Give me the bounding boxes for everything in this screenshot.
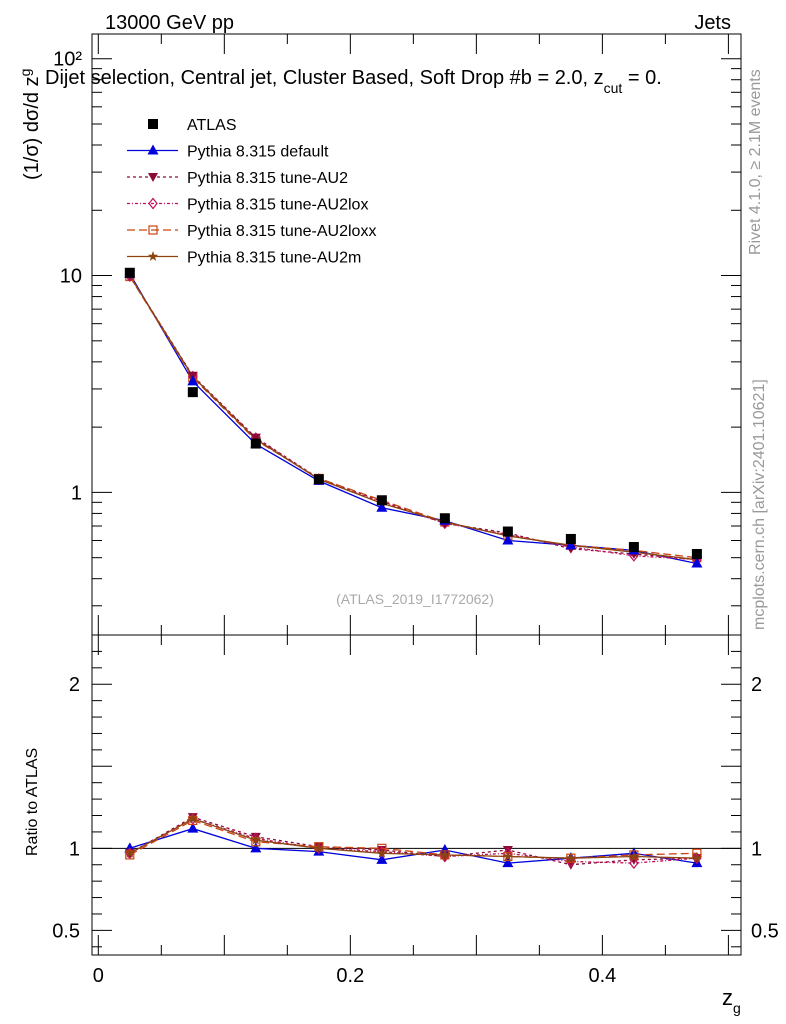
point-data — [691, 548, 702, 559]
ratio-point-au2m — [313, 842, 325, 853]
series-line-au2lox — [129, 275, 697, 561]
point-data — [565, 533, 576, 544]
legend-marker-au2 — [148, 173, 158, 182]
mcplots-label: mcplots.cern.ch [arXiv:2401.10621] — [751, 379, 768, 630]
legend-marker-au2loxx — [148, 225, 158, 235]
rivet-version-label: Rivet 4.1.0, ≥ 2.1M events — [747, 69, 764, 255]
ratio-point-default — [376, 853, 388, 864]
header-right: Jets — [694, 12, 731, 34]
legend-marker-data — [148, 119, 158, 129]
point-default — [187, 375, 199, 386]
ratio-y-tick-label: 1 — [69, 838, 80, 860]
ratio-point-au2m — [376, 847, 388, 858]
x-tick-label: 0 — [93, 965, 104, 987]
ratio-point-au2 — [628, 855, 639, 865]
legend: ATLAS Pythia 8.315 default Pythia 8.315 tu… — [127, 117, 376, 267]
legend-marker-au2lox — [148, 197, 158, 210]
ratio-point-au2m — [502, 851, 514, 861]
ratio-plot-frame — [91, 634, 742, 956]
main-y-axis-label: (1/σ) dσ/d zg — [17, 69, 43, 180]
ratio-point-default — [502, 857, 514, 868]
legend-label-au2loxx: Pythia 8.315 tune-AU2loxx — [187, 223, 376, 240]
point-data — [250, 438, 261, 449]
ratio-point-default — [187, 822, 199, 833]
series-line-au2 — [129, 275, 697, 561]
legend-marker-default — [147, 144, 159, 155]
ratio-point-au2m — [250, 834, 262, 845]
ratio-point-au2m — [628, 851, 640, 861]
ratio-point-au2m — [124, 847, 135, 858]
main-y-tick-label: 1 — [71, 482, 82, 504]
ratio-point-au2lox — [377, 845, 387, 858]
point-data — [502, 526, 513, 537]
ratio-y-tick-label-right: 2 — [751, 674, 762, 696]
main-axis-ticks: 1 10 10² — [53, 49, 741, 607]
legend-marker-au2m — [147, 251, 159, 261]
header-left: 13000 GeV pp — [105, 12, 234, 34]
x-axis-ticks: 0 0.2 0.4 — [93, 34, 729, 987]
ratio-line-default — [129, 827, 697, 864]
ratio-series-group — [124, 812, 703, 870]
legend-label-au2lox: Pythia 8.315 tune-AU2lox — [187, 197, 368, 214]
ratio-point-au2m — [565, 852, 577, 863]
ratio-point-au2lox — [566, 855, 576, 868]
series-line-default — [129, 273, 698, 565]
plot-subtitle: Dijet selection, Central jet, Cluster Ba… — [45, 67, 662, 96]
ratio-point-au2lox — [251, 832, 261, 845]
main-series-group — [124, 267, 703, 568]
ratio-line-au2m — [129, 818, 697, 859]
legend-label-data: ATLAS — [187, 117, 237, 134]
point-default — [376, 501, 388, 512]
ratio-y-axis-label: Ratio to ATLAS — [24, 748, 41, 856]
ratio-line-au2loxx — [129, 819, 697, 859]
point-data — [628, 542, 639, 553]
point-data — [439, 513, 450, 524]
point-default — [565, 539, 577, 550]
ratio-point-au2m — [439, 849, 451, 860]
series-line-au2m — [129, 275, 697, 561]
ratio-y-tick-label-right: 1 — [751, 838, 762, 860]
main-y-tick-label: 10² — [53, 49, 82, 71]
ratio-y-tick-label: 0.5 — [52, 920, 80, 942]
ratio-point-au2m — [187, 813, 198, 824]
point-data — [376, 495, 387, 506]
ratio-point-default — [250, 842, 262, 853]
point-data — [313, 474, 324, 485]
series-line-au2loxx — [129, 276, 697, 559]
ratio-line-au2 — [129, 816, 697, 866]
ratio-point-au2m — [691, 852, 703, 863]
ratio-y-tick-label: 2 — [69, 674, 80, 696]
ratio-axis-ticks: 0.5 0.5 1 1 2 2 — [52, 650, 779, 948]
x-tick-label: 0.2 — [336, 965, 364, 987]
ratio-point-au2 — [502, 845, 513, 855]
main-y-tick-label: 10 — [60, 266, 82, 288]
point-data — [187, 387, 198, 398]
x-axis-label: zg — [722, 985, 741, 1016]
legend-label-au2m: Pythia 8.315 tune-AU2m — [187, 250, 361, 267]
legend-label-default: Pythia 8.315 default — [187, 144, 329, 161]
point-default — [691, 557, 703, 568]
ratio-y-tick-label-right: 0.5 — [751, 920, 779, 942]
ratio-point-au2lox — [629, 857, 639, 870]
legend-label-au2: Pythia 8.315 tune-AU2 — [187, 170, 348, 187]
x-tick-label: 0.4 — [588, 965, 616, 987]
point-au2 — [250, 433, 261, 443]
point-default — [502, 534, 514, 545]
analysis-watermark: (ATLAS_2019_I1772062) — [336, 591, 494, 607]
point-data — [124, 267, 135, 278]
